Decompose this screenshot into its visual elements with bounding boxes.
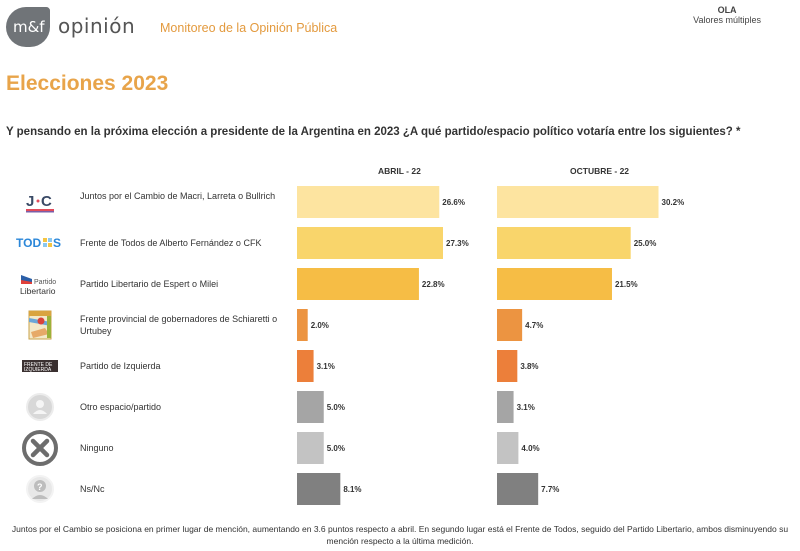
bar-abril <box>297 309 308 341</box>
bar-abril <box>297 350 314 382</box>
bar-octubre <box>497 350 518 382</box>
row-label: Otro espacio/partido <box>80 402 162 412</box>
bar-value-label: 30.2% <box>662 198 685 207</box>
bar-value-label: 21.5% <box>615 280 638 289</box>
bar-value-label: 5.0% <box>327 444 345 453</box>
footnote: Juntos por el Cambio se posiciona en pri… <box>11 524 789 546</box>
row-label: Frente provincial de gobernadores de Sch… <box>80 314 278 336</box>
row-label: Partido de Izquierda <box>80 361 161 371</box>
svg-text:IZQUIERDA: IZQUIERDA <box>24 367 52 373</box>
bar-value-label: 26.6% <box>442 198 465 207</box>
svg-text:?: ? <box>37 482 43 492</box>
bar-value-label: 3.1% <box>317 362 335 371</box>
bar-value-label: 5.0% <box>327 403 345 412</box>
report-subtitle: Monitoreo de la Opinión Pública <box>160 21 338 35</box>
partido-libertario-logo-icon: Partido Libertario <box>16 268 64 300</box>
bar-octubre <box>497 473 539 505</box>
bar-octubre <box>497 391 514 423</box>
bar-value-label: 4.7% <box>525 321 543 330</box>
x-circle-icon <box>16 430 64 466</box>
row-label: Juntos por el Cambio de Macri, Larreta o… <box>80 191 276 201</box>
bar-octubre <box>497 186 659 218</box>
svg-text:S: S <box>53 236 61 250</box>
bar-value-label: 3.8% <box>520 362 538 371</box>
frente-provincial-logo-icon <box>16 309 64 341</box>
row-label: Frente de Todos de Alberto Fernández o C… <box>80 238 262 248</box>
mf-logo: m&f <box>6 7 50 47</box>
bar-abril <box>297 186 440 218</box>
svg-text:J: J <box>26 193 34 210</box>
ola-value: Valores múltiples <box>693 15 761 25</box>
column-header-octubre: OCTUBRE - 22 <box>570 166 630 176</box>
row-label: Partido Libertario de Espert o Milei <box>80 279 219 289</box>
bar-octubre <box>497 268 612 300</box>
survey-question: Y pensando en la próxima elección a pres… <box>6 126 741 138</box>
column-header-abril: ABRIL - 22 <box>378 166 421 176</box>
bar-octubre <box>497 309 523 341</box>
bar-value-label: 3.1% <box>517 403 535 412</box>
bar-value-label: 25.0% <box>634 239 657 248</box>
user-icon <box>16 391 64 423</box>
ola-label: OLA <box>717 5 737 15</box>
bar-value-label: 7.7% <box>541 485 559 494</box>
brand-name: opinión <box>58 14 136 38</box>
bar-value-label: 2.0% <box>311 321 329 330</box>
question-person-icon: ? <box>16 473 64 505</box>
bar-abril <box>297 268 419 300</box>
bar-abril <box>297 391 324 423</box>
bar-value-label: 4.0% <box>521 444 539 453</box>
bar-octubre <box>497 432 519 464</box>
bar-abril <box>297 432 324 464</box>
svg-text:FRENTE DE: FRENTE DE <box>24 362 53 368</box>
svg-text:C: C <box>41 193 52 210</box>
svg-text:Libertario: Libertario <box>20 286 56 296</box>
row-label: Ns/Nc <box>80 484 105 494</box>
bar-value-label: 8.1% <box>343 485 361 494</box>
logo-text: m&f <box>13 18 45 36</box>
ola-filter: OLA Valores múltiples <box>693 5 761 25</box>
frente-de-todos-logo-icon: TOD S <box>16 227 64 259</box>
bar-octubre <box>497 227 631 259</box>
page-title: Elecciones 2023 <box>6 72 169 95</box>
frente-de-izquierda-logo-icon: FRENTE DE IZQUIERDA <box>16 350 64 382</box>
bar-abril <box>297 473 341 505</box>
bar-value-label: 22.8% <box>422 280 445 289</box>
svg-text:TOD: TOD <box>16 236 41 250</box>
bar-value-label: 27.3% <box>446 239 469 248</box>
row-label: Ninguno <box>80 443 114 453</box>
bar-abril <box>297 227 443 259</box>
svg-text:Partido: Partido <box>34 279 56 286</box>
